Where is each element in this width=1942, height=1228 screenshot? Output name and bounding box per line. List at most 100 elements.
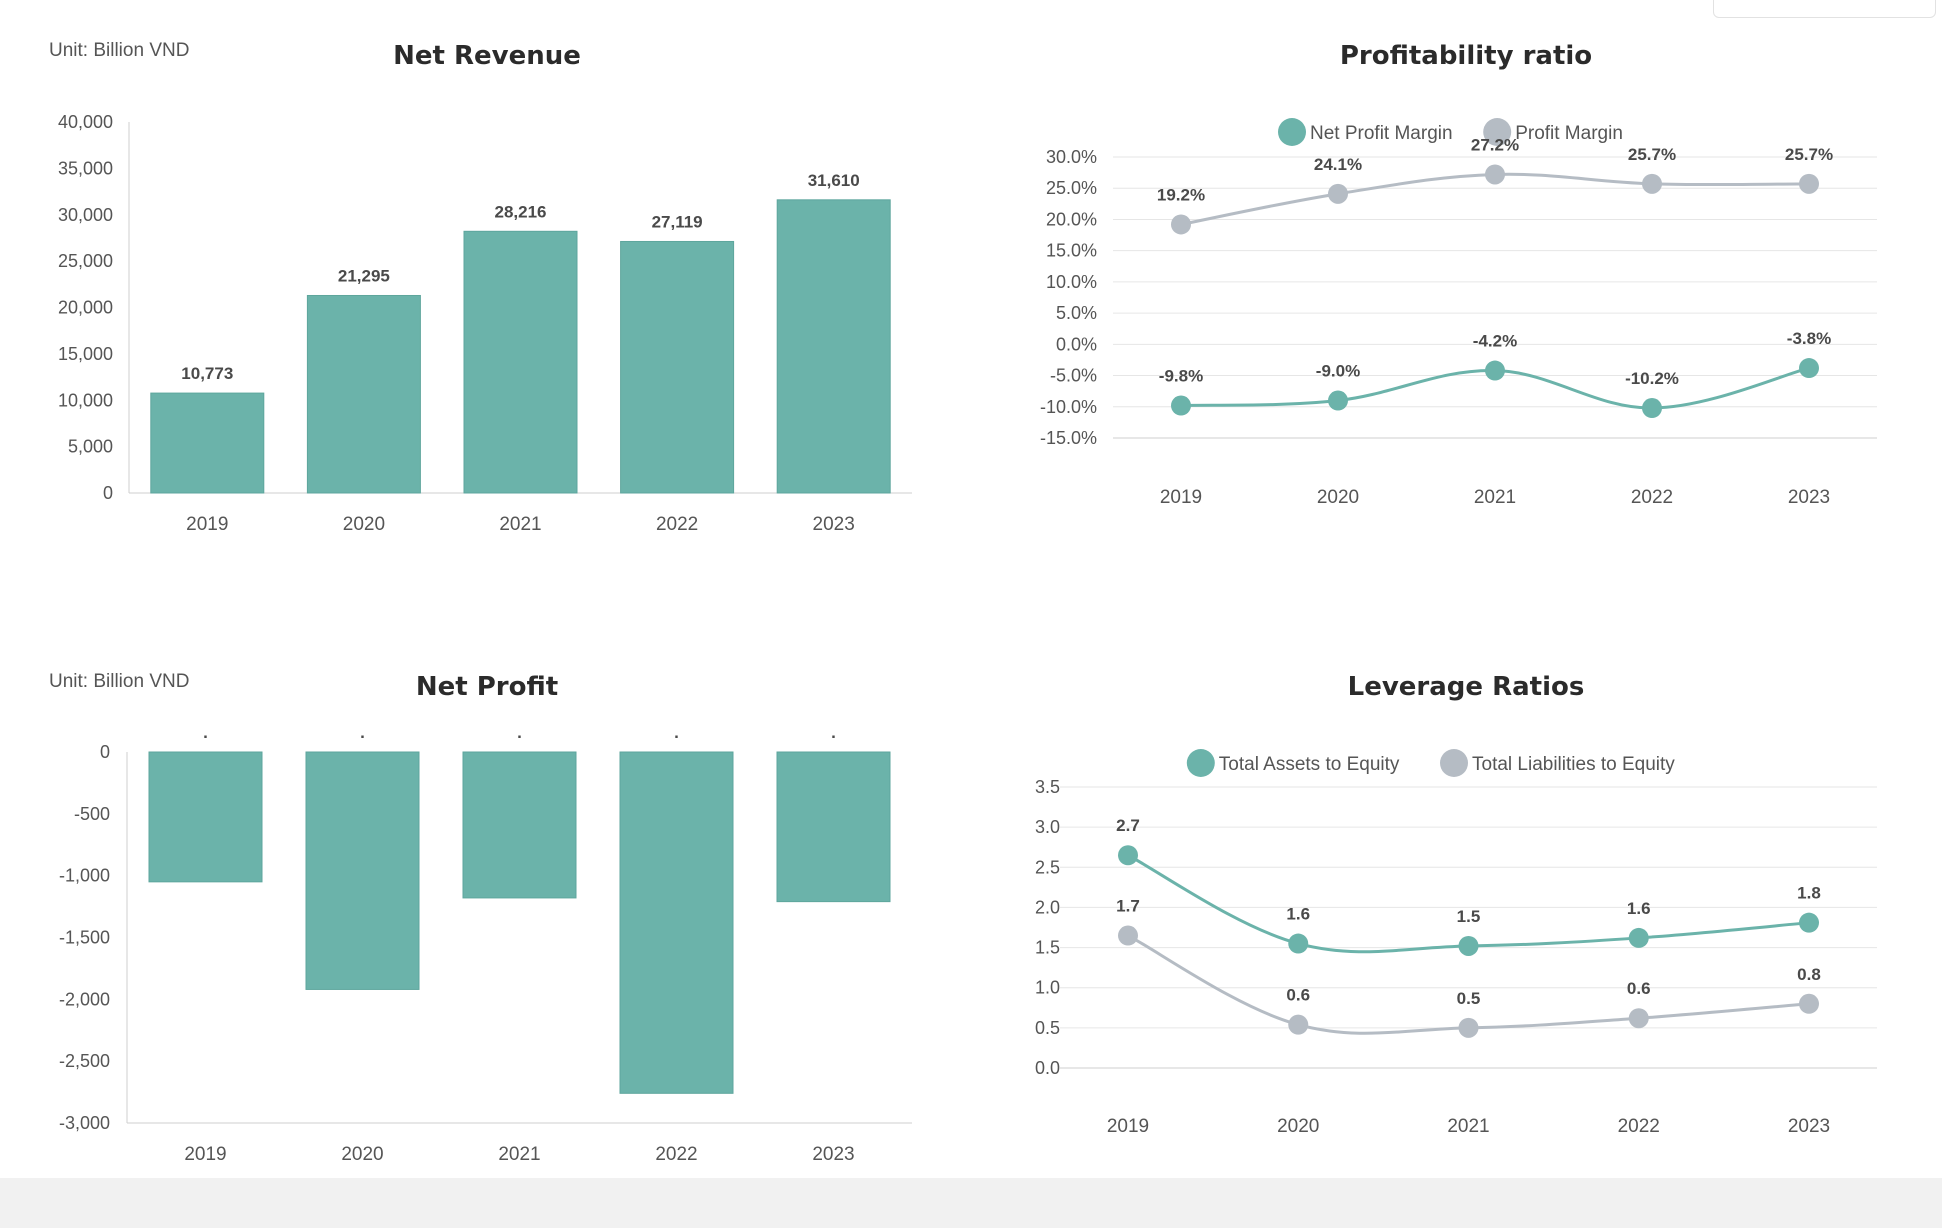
data-label: 21,295	[338, 266, 390, 285]
y-tick-label: 20.0%	[1046, 209, 1097, 229]
data-point[interactable]	[1485, 164, 1505, 185]
y-tick-label: -15.0%	[1040, 428, 1097, 448]
y-tick-label: 25,000	[58, 251, 113, 271]
data-point[interactable]	[1328, 390, 1348, 411]
x-tick-label: 2019	[1160, 487, 1202, 508]
data-label: .	[517, 723, 522, 742]
profitability-ratio-chart: Profitability ratio -15.0% -10.0% -5.0% 0.0%…	[1040, 41, 1877, 508]
data-label: 25.7%	[1785, 145, 1833, 164]
data-label: .	[360, 723, 365, 742]
y-tick-label: 2.0	[1035, 897, 1060, 917]
data-point[interactable]	[1628, 1008, 1649, 1029]
chart-title: Profitability ratio	[1340, 41, 1592, 71]
data-label: -3.8%	[1787, 329, 1831, 348]
bar[interactable]	[148, 751, 263, 883]
bar[interactable]	[776, 199, 891, 494]
x-tick-label: 2023	[812, 1144, 854, 1165]
data-point[interactable]	[1171, 395, 1191, 416]
x-tick-label: 2020	[1317, 487, 1359, 508]
data-point[interactable]	[1799, 912, 1819, 933]
legend-label: Profit Margin	[1515, 123, 1623, 144]
data-point[interactable]	[1288, 933, 1309, 954]
bar[interactable]	[305, 751, 420, 990]
download-button[interactable]	[1713, 0, 1936, 18]
data-point[interactable]	[1118, 925, 1138, 946]
y-tick-label: 20,000	[58, 298, 113, 318]
x-tick-label: 2020	[1277, 1116, 1319, 1137]
data-point[interactable]	[1328, 183, 1348, 204]
x-tick-label: 2022	[1631, 487, 1673, 508]
x-tick-label: 2020	[341, 1144, 383, 1165]
data-point[interactable]	[1799, 993, 1819, 1014]
y-tick-label: -5.0%	[1050, 366, 1097, 386]
y-tick-label: 40,000	[58, 112, 113, 132]
data-point[interactable]	[1171, 214, 1191, 235]
data-point[interactable]	[1458, 1017, 1479, 1038]
data-label: 1.8	[1797, 884, 1821, 903]
data-point[interactable]	[1799, 358, 1819, 379]
bar[interactable]	[620, 240, 735, 494]
data-point[interactable]	[1288, 1014, 1309, 1035]
bar[interactable]	[463, 230, 578, 494]
y-tick-label: 35,000	[58, 158, 113, 178]
data-point[interactable]	[1642, 173, 1662, 194]
x-tick-label: 2019	[184, 1144, 226, 1165]
data-label: 1.6	[1286, 905, 1310, 924]
bar[interactable]	[619, 751, 734, 1094]
data-point[interactable]	[1458, 935, 1479, 956]
y-tick-label: 0.5	[1035, 1018, 1060, 1038]
data-label: 1.5	[1457, 907, 1481, 926]
y-tick-label: 30,000	[58, 205, 113, 225]
data-label: 19.2%	[1157, 185, 1205, 204]
data-label: 0.8	[1797, 965, 1821, 984]
legend-marker[interactable]	[1483, 118, 1512, 146]
y-tick-label: 5,000	[68, 437, 113, 457]
data-label: .	[831, 723, 836, 742]
x-tick-label: 2022	[656, 514, 698, 535]
legend: Total Assets to Equity Total Liabilities …	[1186, 749, 1675, 777]
data-label: -10.2%	[1625, 369, 1679, 388]
chart-title: Leverage Ratios	[1348, 672, 1585, 702]
legend-marker[interactable]	[1186, 749, 1215, 777]
data-label: 2.7	[1116, 816, 1140, 835]
legend-marker[interactable]	[1440, 749, 1468, 777]
y-tick-label: -2,500	[59, 1051, 110, 1071]
data-label: 10,773	[181, 364, 233, 383]
x-tick-label: 2019	[1107, 1116, 1149, 1137]
y-tick-label: -10.0%	[1040, 397, 1097, 417]
bar[interactable]	[462, 751, 577, 899]
legend: Net Profit Margin Profit Margin	[1278, 118, 1623, 146]
y-tick-label: 15,000	[58, 344, 113, 364]
data-point[interactable]	[1799, 173, 1819, 194]
x-tick-label: 2020	[343, 514, 385, 535]
data-label: 24.1%	[1314, 155, 1362, 174]
y-tick-label: 0.0	[1035, 1058, 1060, 1078]
data-point[interactable]	[1485, 360, 1505, 381]
y-tick-label: 3.5	[1035, 777, 1060, 797]
bar[interactable]	[776, 751, 891, 903]
y-tick-label: 15.0%	[1046, 241, 1097, 261]
x-tick-label: 2022	[1618, 1116, 1660, 1137]
bar[interactable]	[306, 294, 421, 494]
y-tick-label: 10,000	[58, 390, 113, 410]
unit-label: Unit: Billion VND	[49, 40, 189, 61]
data-point[interactable]	[1642, 398, 1662, 419]
y-tick-label: 0	[100, 742, 110, 762]
x-tick-label: 2022	[655, 1144, 697, 1165]
data-label: 0.6	[1286, 986, 1310, 1005]
legend-marker[interactable]	[1278, 118, 1306, 146]
chart-title: Net Revenue	[393, 41, 581, 71]
y-tick-label: 0	[103, 483, 113, 503]
data-label: 0.6	[1627, 979, 1651, 998]
x-tick-label: 2021	[499, 514, 541, 535]
bar[interactable]	[150, 392, 265, 494]
y-tick-label: 1.5	[1035, 938, 1060, 958]
data-point[interactable]	[1628, 927, 1649, 948]
data-label: -4.2%	[1473, 332, 1517, 351]
y-tick-label: -3,000	[59, 1113, 110, 1133]
data-label: -9.8%	[1159, 367, 1203, 386]
y-tick-label: -500	[74, 804, 110, 824]
x-tick-label: 2021	[498, 1144, 540, 1165]
data-point[interactable]	[1118, 845, 1138, 866]
